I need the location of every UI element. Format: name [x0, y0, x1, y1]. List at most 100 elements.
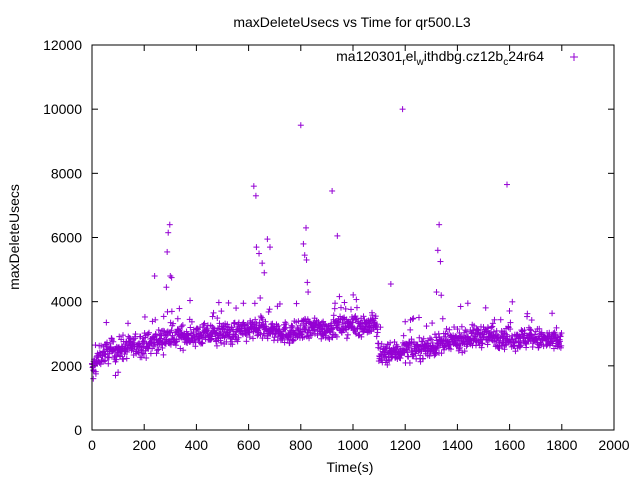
- data-point: [218, 308, 225, 315]
- data-point: [264, 335, 271, 342]
- data-point: [201, 320, 208, 327]
- data-point: [528, 317, 535, 324]
- outlier-point: [301, 252, 308, 259]
- outlier-point: [259, 260, 266, 267]
- data-point: [200, 321, 207, 328]
- data-point: [353, 296, 360, 303]
- data-point: [517, 343, 524, 350]
- data-point: [397, 355, 404, 362]
- data-point: [208, 336, 215, 343]
- data-point: [235, 334, 242, 341]
- x-tick-label: 1000: [337, 437, 368, 453]
- data-point: [372, 313, 379, 320]
- data-point: [160, 313, 167, 320]
- data-point: [286, 339, 293, 346]
- data-point: [383, 344, 390, 351]
- data-point: [127, 335, 134, 342]
- data-point: [167, 319, 174, 326]
- data-point: [374, 321, 381, 328]
- data-point: [407, 340, 414, 347]
- outlier-point: [252, 192, 259, 199]
- data-point: [339, 319, 346, 326]
- data-point: [104, 339, 111, 346]
- data-point: [290, 337, 297, 344]
- data-point: [501, 329, 508, 336]
- outlier-point: [261, 269, 268, 276]
- data-point: [159, 344, 166, 351]
- x-tick-label: 2000: [598, 437, 629, 453]
- data-point: [453, 342, 460, 349]
- data-point: [439, 315, 446, 322]
- outlier-point: [256, 250, 263, 257]
- data-point: [253, 320, 260, 327]
- data-point: [209, 313, 216, 320]
- outlier-point: [334, 232, 341, 239]
- data-point: [184, 331, 191, 338]
- data-point: [489, 323, 496, 330]
- data-point: [507, 326, 514, 333]
- data-point: [405, 353, 412, 360]
- data-point: [159, 339, 166, 346]
- data-point: [257, 331, 264, 338]
- data-point: [374, 329, 381, 336]
- data-point: [524, 310, 531, 317]
- data-point: [234, 338, 241, 345]
- data-point: [461, 348, 468, 355]
- legend-label: ma120301relwithdbg.cz12bc24r64: [336, 48, 544, 68]
- data-point: [410, 315, 417, 322]
- outlier-point: [436, 221, 443, 228]
- x-tick-label: 400: [185, 437, 209, 453]
- data-point: [330, 312, 337, 319]
- data-point: [141, 313, 148, 320]
- data-point: [110, 338, 117, 345]
- data-point: [214, 325, 221, 332]
- data-point: [170, 320, 177, 327]
- data-point: [457, 344, 464, 351]
- data-point: [188, 318, 195, 325]
- data-point: [507, 319, 514, 326]
- data-point: [262, 318, 269, 325]
- data-point: [377, 324, 384, 331]
- data-point: [246, 334, 253, 341]
- data-point: [282, 325, 289, 332]
- data-point: [479, 340, 486, 347]
- data-point: [100, 358, 107, 365]
- y-axis-label: maxDeleteUsecs: [6, 184, 22, 290]
- data-point: [120, 332, 127, 339]
- outlier-point: [115, 369, 122, 376]
- data-point: [557, 333, 564, 340]
- data-point: [252, 316, 259, 323]
- data-point: [329, 326, 336, 333]
- data-point: [168, 327, 175, 334]
- data-point: [97, 361, 104, 368]
- data-point: [429, 320, 436, 327]
- data-point: [98, 342, 105, 349]
- data-point: [229, 341, 236, 348]
- outlier-point: [164, 248, 171, 255]
- data-point: [428, 336, 435, 343]
- data-point: [266, 306, 273, 313]
- x-tick-label: 1400: [442, 437, 473, 453]
- x-tick-label: 1600: [494, 437, 525, 453]
- data-point: [180, 347, 187, 354]
- data-point: [311, 330, 318, 337]
- outlier-point: [166, 221, 173, 228]
- outlier-point: [240, 300, 247, 307]
- data-point: [183, 328, 190, 335]
- data-point: [150, 334, 157, 341]
- outlier-point: [264, 236, 271, 243]
- outlier-point: [304, 279, 311, 286]
- data-point: [353, 304, 360, 311]
- outlier-point: [90, 375, 97, 382]
- data-point: [210, 309, 217, 316]
- data-point: [423, 323, 430, 330]
- data-point: [225, 299, 232, 306]
- data-point: [509, 298, 516, 305]
- data-point: [409, 316, 416, 323]
- data-point: [435, 330, 442, 337]
- x-tick-label: 600: [237, 437, 261, 453]
- data-point: [160, 327, 167, 334]
- data-point: [276, 300, 283, 307]
- data-point: [420, 355, 427, 362]
